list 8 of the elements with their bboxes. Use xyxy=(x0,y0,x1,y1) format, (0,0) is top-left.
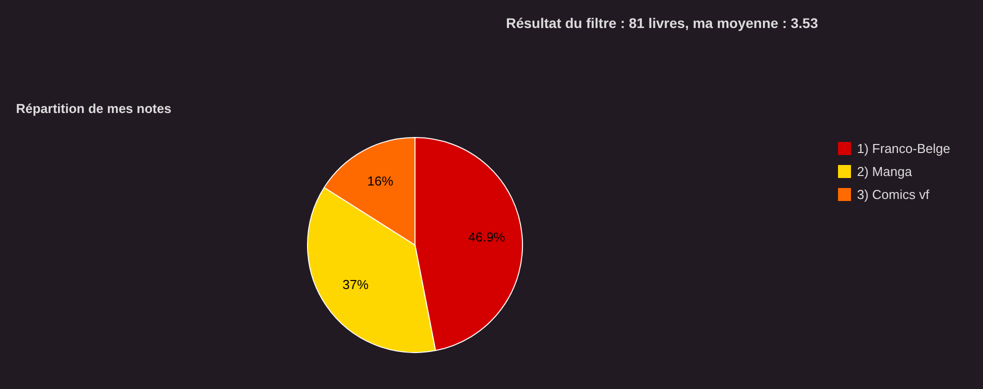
legend-label: 3) Comics vf xyxy=(857,187,930,202)
data-label: 46.9% xyxy=(468,230,506,245)
legend-label: 2) Manga xyxy=(857,164,912,179)
chart-title: Résultat du filtre : 81 livres, ma moyenne : 3.53 xyxy=(505,15,819,31)
data-label: 16% xyxy=(367,173,394,188)
data-label: 37% xyxy=(342,277,369,292)
text: Répartition de mes notes xyxy=(16,101,172,116)
legend-label: 1) Franco-Belge xyxy=(857,141,950,156)
